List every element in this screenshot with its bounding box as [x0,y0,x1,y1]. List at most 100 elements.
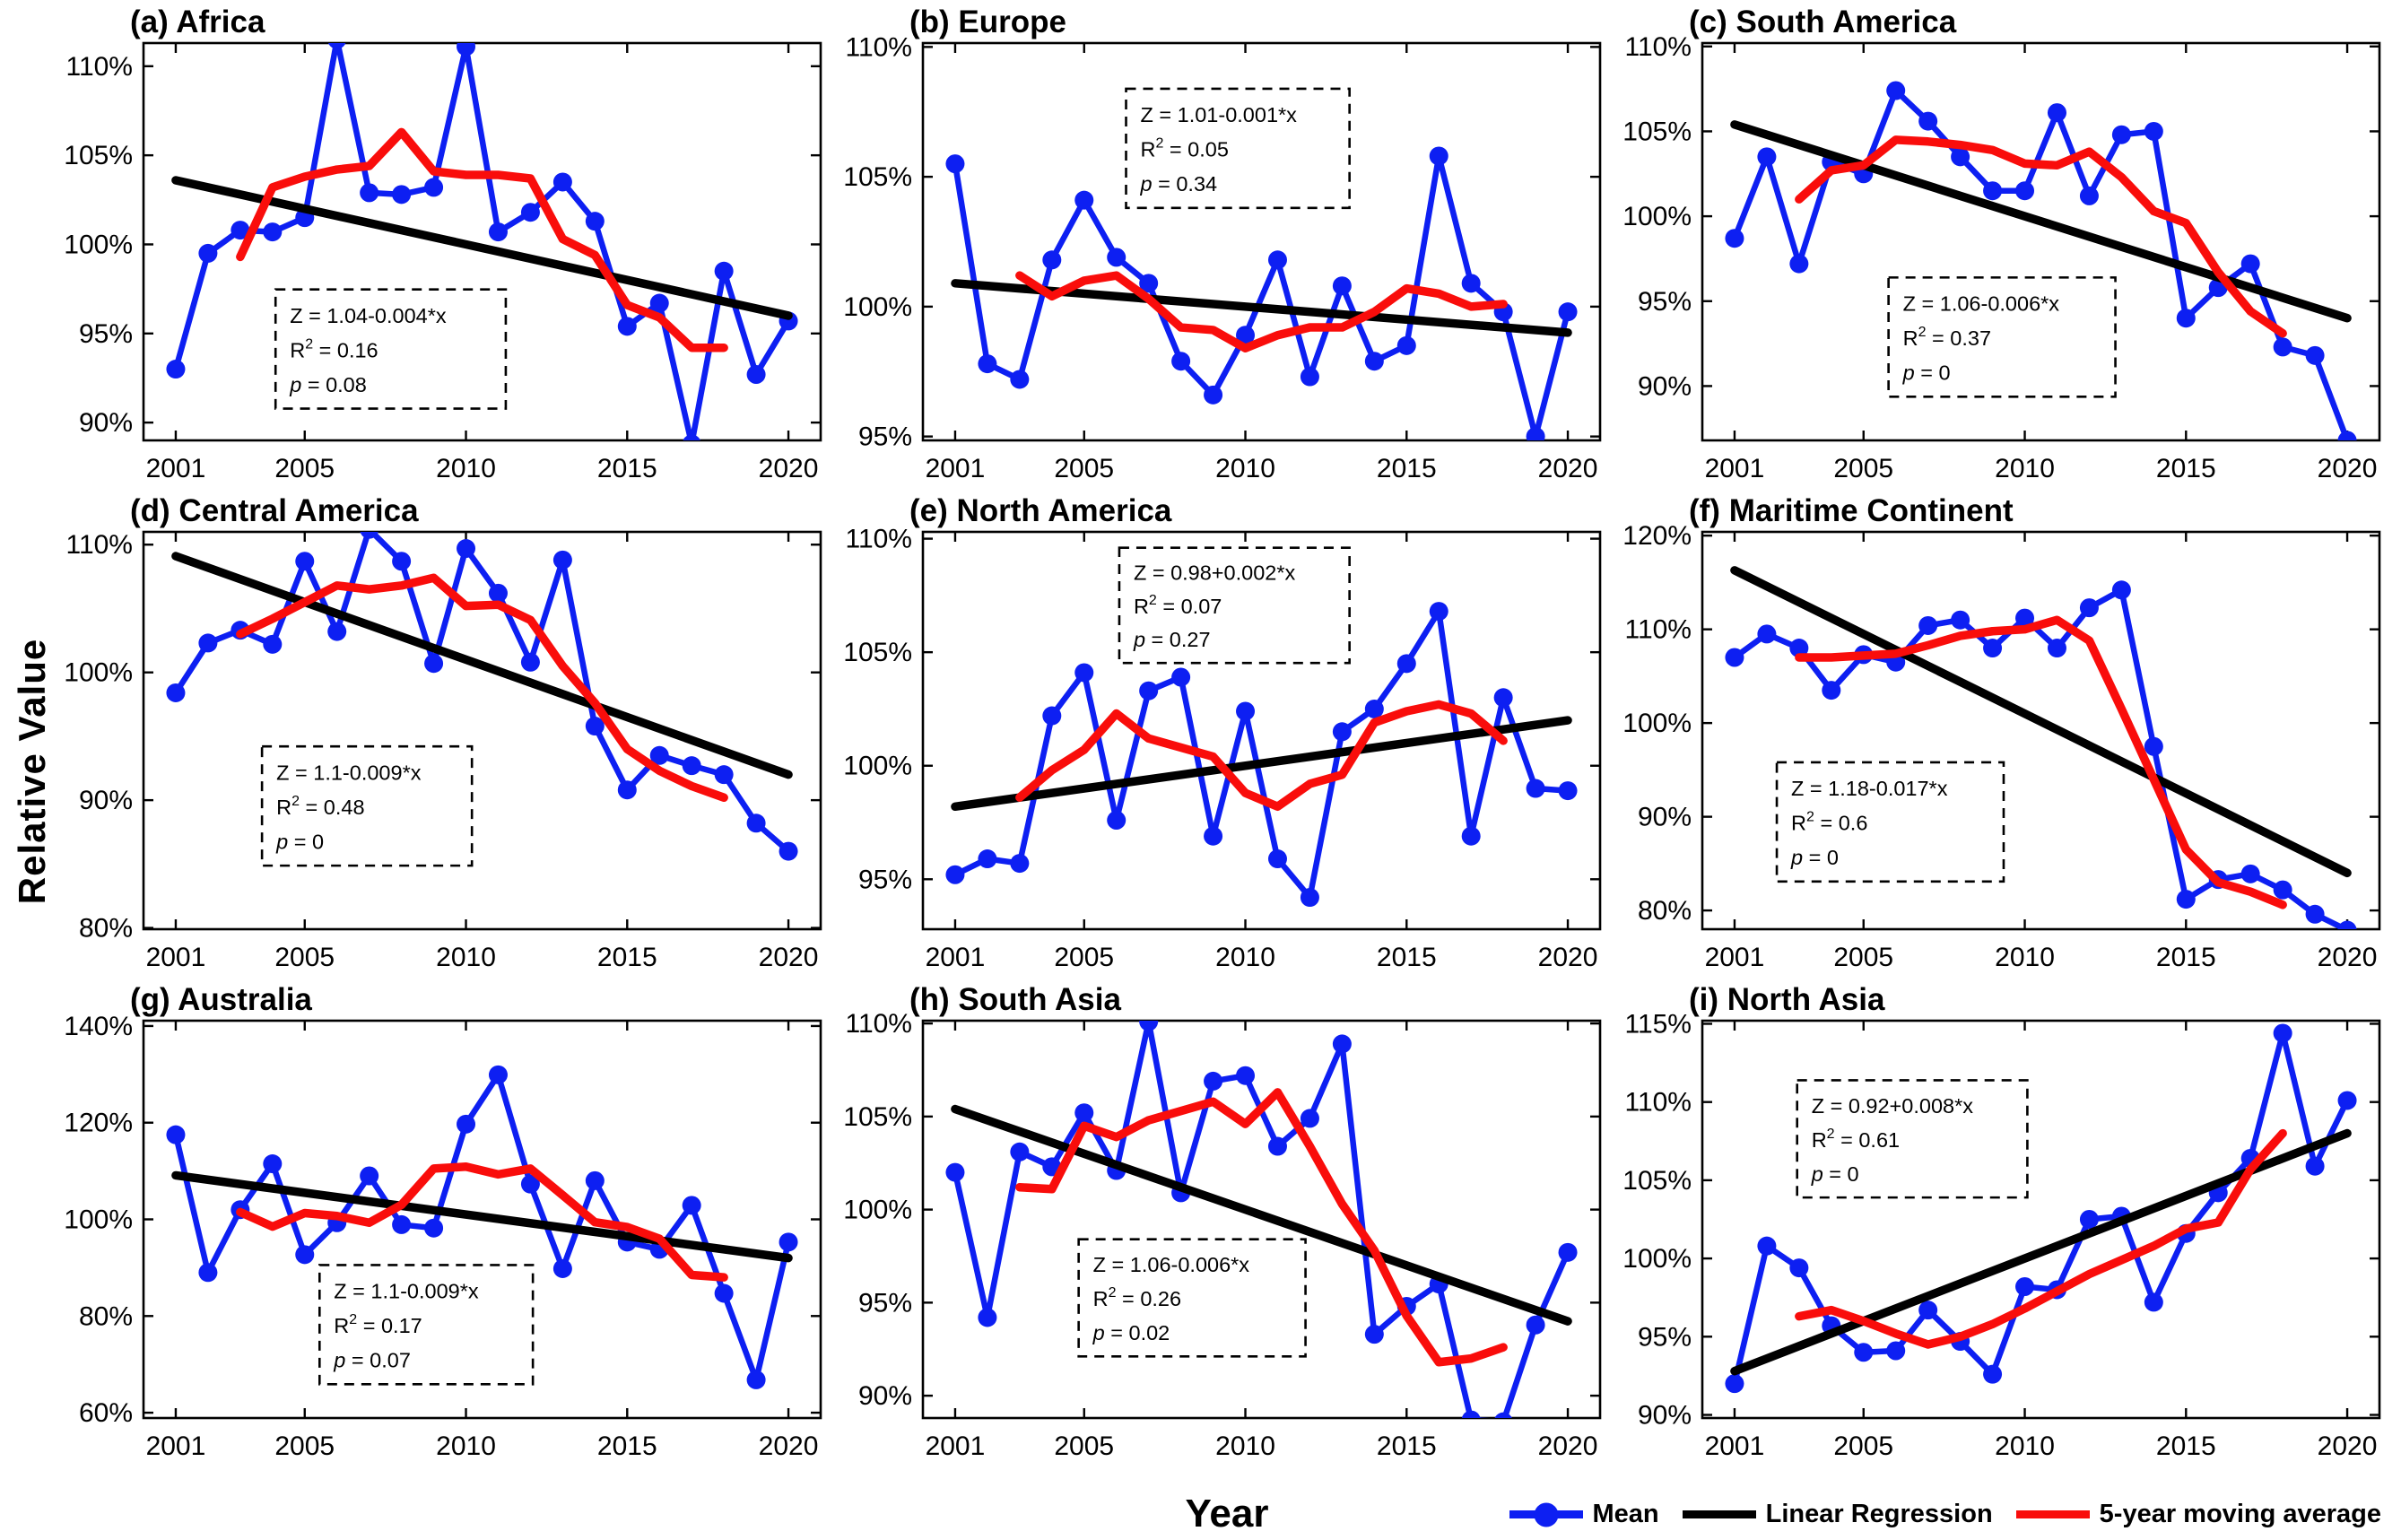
x-tick-label: 2010 [436,454,496,483]
x-tick-label: 2005 [274,1431,335,1461]
moving-average-line [236,127,728,352]
mean-marker [978,849,997,869]
mean-marker [1822,681,1841,700]
mean-marker [166,1125,186,1144]
x-tick-label: 2001 [1705,943,1765,972]
x-tick-label: 2010 [1995,454,2055,483]
annotation-box: Z = 0.98+0.002*x R2 = 0.07 p = 0.27 [1118,546,1351,665]
axis-ticks [144,532,821,929]
chart-panel-maritime-continent: 2001 2005 2010 2015 2020 80% 90% 100% 110% 120%(f… [1622,493,2381,972]
panel-title: (h) South Asia [909,982,1121,1017]
panel-title: (c) South America [1689,4,1957,39]
mean-marker [1300,367,1319,387]
x-tick-label: 2015 [1377,1431,1437,1461]
plot-border [1701,1019,2381,1420]
mean-marker [488,583,508,603]
chart-grid: 2001 2005 2010 2015 2020 90% 95% 100% 105% 110% (a… [54,4,2392,1470]
legend-item-linear-regression: Linear Regression [1682,1500,1993,1529]
mean-marker [1886,81,1906,100]
y-tick-label: 110% [1624,1088,1692,1118]
y-tick-label: 110% [845,32,912,62]
tick-labels: 2001 2005 2010 2015 2020 60% 80% 100% 120% 140% [64,1012,818,1461]
mean-marker [1204,1071,1223,1091]
x-tick-label: 2005 [1054,1431,1114,1461]
annotation-border [1118,546,1351,665]
mean-marker [1010,1142,1030,1162]
mean-line [172,43,791,440]
mean-marker [1429,146,1448,166]
mean-marker [1396,335,1416,355]
y-tick-label: 90% [1638,1401,1692,1431]
mean-series [166,1065,798,1389]
legend-label-mean: Mean [1592,1500,1659,1528]
mean-marker [1364,1325,1384,1344]
annotation-r2: R2 = 0.07 [1134,593,1222,618]
legend: Mean Linear Regression 5-year moving ave… [1509,1500,2381,1529]
mean-marker [1267,250,1287,270]
tick-labels: 2001 2005 2010 2015 2020 90% 95% 100% 105% 110% [843,1009,1597,1461]
mean-marker [263,634,283,654]
mean-marker [1558,1242,1578,1262]
mean-marker [520,1174,540,1194]
mean-marker [392,1214,412,1234]
x-tick-label: 2015 [597,1431,657,1461]
annotation-r2: R2 = 0.37 [1903,325,1991,350]
annotation-p: p = 0.02 [1092,1321,1170,1344]
y-tick-label: 100% [1622,202,1692,231]
plot-border [142,530,822,931]
annotation-border [274,288,508,410]
mean-marker [945,1162,965,1182]
annotation-p: p = 0.34 [1140,172,1218,196]
panel-title: (b) Europe [909,4,1066,39]
mean-marker [2337,920,2357,929]
x-tick-label: 2015 [2156,454,2216,483]
mean-marker [945,154,965,174]
y-tick-label: 100% [1622,1244,1692,1274]
moving-average-line [1795,135,2287,338]
mean-marker [2273,337,2292,357]
mean-series [166,532,798,861]
x-tick-label: 2020 [2318,454,2378,483]
mean-marker [457,539,476,559]
mean-series [945,146,1578,440]
mean-marker [1757,624,1777,644]
mean-marker [1918,1301,1938,1320]
annotation-p: p = 0 [1902,361,1951,385]
moving-average-line [236,1162,728,1282]
x-tick-label: 2015 [1377,454,1437,483]
mean-marker [682,1196,701,1215]
mean-marker [198,243,218,263]
x-tick-label: 2010 [1215,943,1275,972]
mean-marker [1558,302,1578,322]
mean-marker [585,717,605,736]
tick-labels: 2001 2005 2010 2015 2020 95% 100% 105% 110% [843,525,1597,972]
annotation-p: p = 0.08 [289,373,367,396]
y-tick-label: 100% [843,1196,912,1225]
plot-border [921,1019,1602,1420]
mean-line [173,532,791,854]
mean-marker [1139,1021,1159,1031]
y-tick-label: 100% [64,658,133,688]
y-tick-label: 90% [858,1381,912,1411]
mean-marker [295,552,315,571]
mean-line-swatch [1509,1502,1583,1527]
x-tick-label: 2001 [926,943,986,972]
axis-ticks [144,43,821,440]
annotation-r2: R2 = 0.26 [1093,1285,1181,1310]
annotation-box: Z = 1.1-0.009*x R2 = 0.17 p = 0.07 [318,1264,535,1386]
mean-marker [360,1166,379,1186]
x-tick-label: 2010 [1215,1431,1275,1461]
mean-marker [2144,121,2163,141]
x-tick-label: 2020 [759,943,819,972]
y-tick-label: 120% [64,1109,133,1138]
mean-marker [617,780,637,800]
plot-border [1701,530,2381,931]
mean-marker [1300,1109,1319,1128]
x-tick-label: 2001 [146,1431,206,1461]
x-tick-label: 2020 [1538,943,1598,972]
annotation-r2: R2 = 0.48 [276,794,364,819]
mean-marker [1983,1364,2003,1384]
mean-marker [198,1263,218,1283]
y-tick-label: 95% [79,319,133,349]
tick-labels: 2001 2005 2010 2015 2020 80% 90% 100% 110% 120% [1622,521,2377,972]
